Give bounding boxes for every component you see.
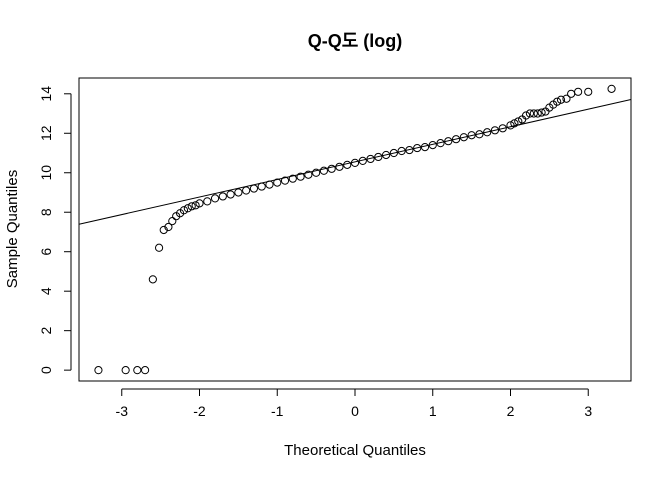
data-point: [533, 109, 542, 118]
data-point: [459, 133, 468, 142]
y-tick-label: 2: [38, 327, 54, 335]
data-point: [556, 95, 566, 104]
x-tick-label: -3: [116, 403, 129, 419]
data-point: [164, 222, 173, 232]
data-point: [234, 188, 243, 197]
data-point: [467, 131, 476, 140]
data-point: [273, 178, 282, 187]
data-point: [374, 152, 383, 162]
data-point: [490, 126, 500, 135]
data-point: [525, 109, 535, 118]
data-point: [510, 119, 519, 128]
data-point: [210, 194, 220, 203]
data-point: [389, 148, 398, 158]
data-point: [506, 121, 515, 130]
x-tick-label: 2: [507, 403, 515, 419]
chart-title: Q-Q도 (log): [308, 31, 403, 51]
data-point: [381, 150, 391, 160]
x-tick-label: 0: [351, 403, 359, 419]
data-point: [327, 164, 336, 173]
data-point: [226, 190, 235, 199]
data-point: [529, 109, 538, 118]
data-point: [140, 366, 150, 375]
data-point: [607, 84, 616, 93]
y-tick-label: 12: [38, 125, 54, 141]
data-point: [562, 94, 571, 103]
data-point: [498, 124, 507, 133]
data-point: [179, 206, 189, 215]
data-point: [183, 204, 192, 213]
data-point: [195, 199, 204, 208]
data-point: [168, 217, 177, 226]
data-point: [343, 160, 352, 169]
data-point: [358, 156, 367, 166]
data-point: [304, 170, 313, 179]
data-point: [203, 197, 212, 206]
data-point: [187, 202, 196, 211]
data-point: [312, 168, 321, 177]
data-point: [451, 135, 461, 144]
data-point: [242, 186, 251, 195]
data-point: [94, 366, 103, 375]
data-point: [405, 145, 414, 155]
data-point: [521, 111, 531, 120]
data-point: [350, 158, 360, 167]
data-point: [420, 142, 430, 152]
data-point: [121, 366, 130, 375]
data-point: [280, 176, 290, 185]
data-point: [436, 139, 445, 148]
data-point: [296, 172, 305, 181]
plot-area-frame: [78, 77, 632, 382]
data-point: [537, 108, 546, 117]
data-point: [444, 137, 453, 146]
y-tick-label: 4: [38, 287, 54, 295]
data-point: [191, 201, 200, 210]
x-tick-label: -1: [271, 403, 284, 419]
data-point: [218, 192, 227, 201]
data-point: [288, 174, 297, 183]
data-point: [584, 87, 593, 96]
data-point: [413, 143, 422, 153]
y-tick-label: 10: [38, 165, 54, 181]
data-point: [335, 162, 344, 171]
data-point: [366, 154, 375, 164]
data-point: [148, 275, 157, 284]
data-point: [319, 166, 329, 175]
data-point: [553, 97, 562, 106]
data-point: [483, 128, 492, 137]
data-point: [397, 146, 406, 156]
x-tick-label: -2: [193, 403, 206, 419]
data-point: [159, 225, 168, 235]
x-axis-label: Theoretical Quantiles: [284, 442, 426, 459]
y-tick-label: 14: [38, 86, 54, 102]
data-point: [567, 89, 576, 98]
data-point: [265, 180, 274, 189]
data-point: [514, 117, 523, 126]
data-point: [249, 184, 259, 193]
qq-reference-line: [78, 99, 632, 225]
data-point: [133, 366, 142, 375]
y-tick-label: 8: [38, 208, 54, 216]
x-tick-label: 1: [429, 403, 437, 419]
data-point: [475, 130, 484, 139]
data-point: [154, 243, 164, 252]
y-axis-label: Sample Quantiles: [4, 170, 21, 288]
data-point: [428, 141, 437, 150]
y-tick-label: 0: [38, 366, 54, 374]
y-tick-label: 6: [38, 248, 54, 256]
data-point: [574, 87, 583, 96]
data-point: [257, 182, 266, 191]
x-tick-label: 3: [584, 403, 592, 419]
